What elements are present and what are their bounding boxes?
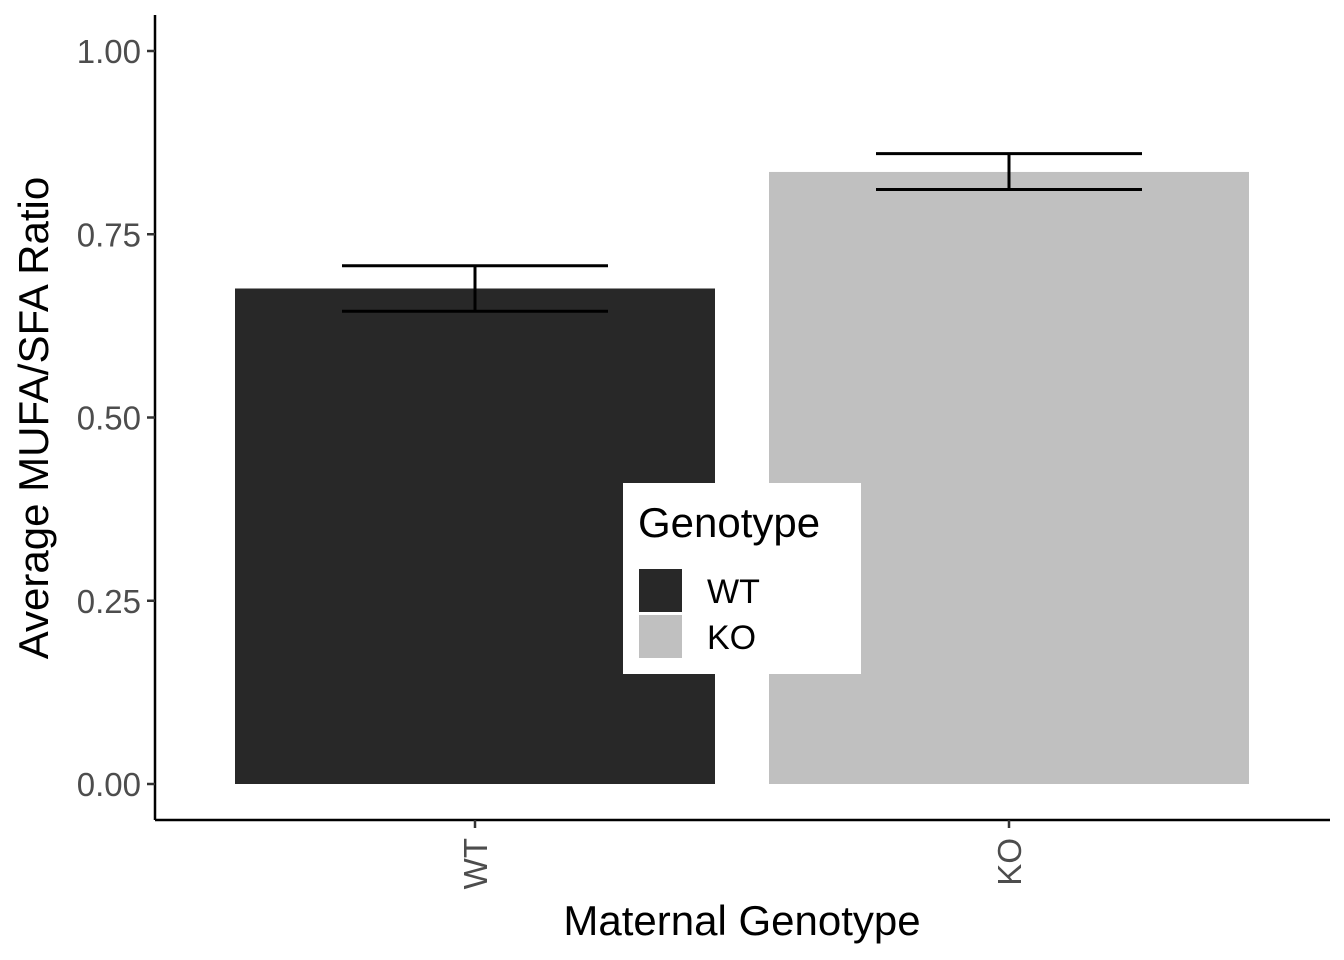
x-tick-label: KO: [991, 838, 1028, 886]
y-ticks: 0.00 0.25 0.50 0.75 1.00: [77, 33, 155, 803]
x-ticks: WT KO: [457, 820, 1028, 889]
legend-label-ko: KO: [707, 619, 756, 657]
legend-key-ko: [639, 615, 682, 658]
y-tick-label: 0.00: [77, 766, 141, 803]
error-bar-wt: [342, 264, 608, 313]
error-bar-ko: [876, 152, 1142, 192]
x-tick-label: WT: [457, 838, 494, 889]
bar-ko: [769, 171, 1249, 784]
y-tick-label: 0.75: [77, 216, 141, 253]
y-tick-label: 0.50: [77, 400, 141, 437]
legend: Genotype WT KO: [623, 483, 861, 674]
legend-key-wt: [639, 569, 682, 612]
y-axis-title: Average MUFA/SFA Ratio: [10, 177, 57, 659]
plot-area: [235, 152, 1249, 784]
legend-label-wt: WT: [707, 573, 760, 611]
x-axis-title: Maternal Genotype: [563, 897, 920, 944]
y-tick-label: 0.25: [77, 583, 141, 620]
y-tick-label: 1.00: [77, 33, 141, 70]
legend-title: Genotype: [638, 499, 820, 546]
